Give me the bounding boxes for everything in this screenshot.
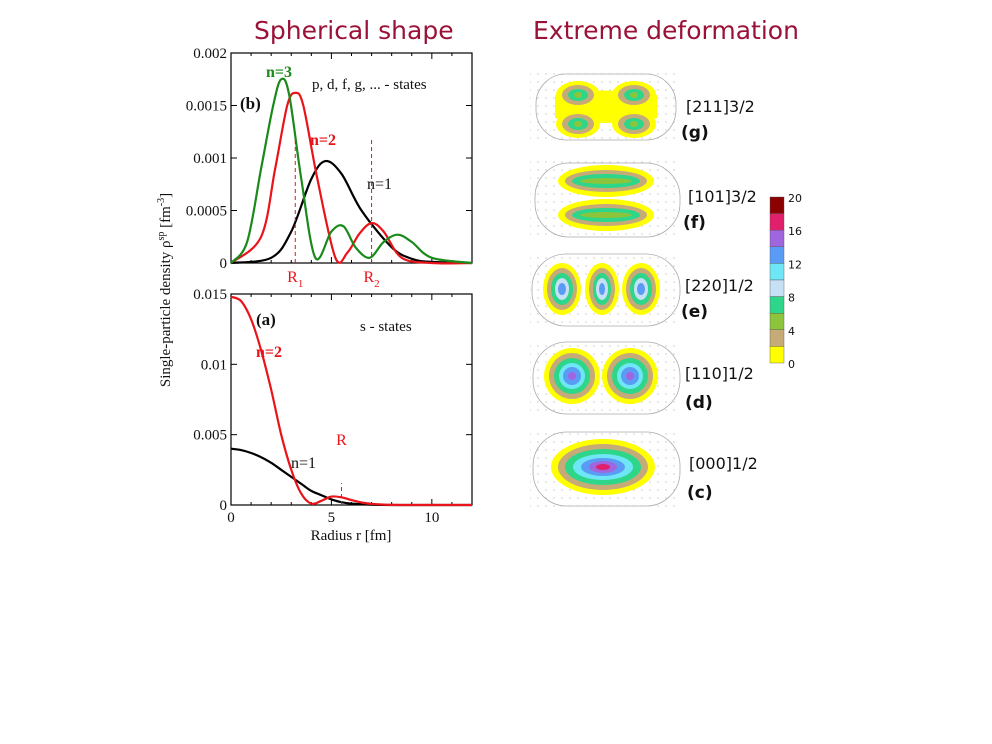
- legend-b-n2: n=2: [310, 132, 336, 149]
- y-axis-label: Single-particle density ρsp [fm-3]: [156, 193, 174, 387]
- chart-panel-a: 0 0.005 0.01 0.015 0 5 10 R (a) s - states n=2…: [193, 287, 473, 526]
- a-xtick-label: 10: [424, 510, 439, 526]
- orbital-tag-g: (g): [681, 123, 709, 143]
- heading-extreme-deformation: Extreme deformation: [533, 16, 799, 45]
- b-series-n2: [230, 91, 473, 265]
- a-xtick-label: 5: [328, 510, 336, 526]
- orbital-map-220-1-2: [530, 252, 681, 328]
- panel-b-annotation: p, d, f, g, ... - states: [312, 77, 427, 93]
- orbital-tag-e: (e): [681, 302, 709, 322]
- colorbar-segment: [769, 196, 785, 214]
- colorbar-segment: [769, 313, 785, 331]
- orbital-label-d: [110]1/2: [685, 364, 754, 383]
- colorbar-segment: [769, 213, 785, 231]
- heading-spherical-shape: Spherical shape: [254, 16, 454, 45]
- b-ytick-label: 0.002: [193, 46, 227, 62]
- orbital-label-c: [000]1/2: [689, 454, 758, 473]
- colorbar-tick-label: 12: [788, 258, 802, 271]
- b-series-n1: [230, 159, 473, 265]
- b-ytick-label: 0.001: [193, 151, 227, 167]
- colorbar: 20 16 12 8 4 0: [769, 192, 802, 371]
- a-ytick-label: 0.01: [201, 357, 227, 373]
- orbital-label-f: [101]3/2: [688, 187, 757, 206]
- orbital-tag-d: (d): [685, 393, 713, 413]
- a-marker-label: R: [336, 432, 347, 449]
- colorbar-segment: [769, 229, 785, 247]
- a-series-n2: [230, 295, 472, 507]
- legend-a-n1: n=1: [291, 455, 316, 472]
- colorbar-tick-label: 8: [788, 292, 795, 305]
- chart-panel-b: 0 0.0005 0.001 0.0015 0.002 R1 R2 (b) p, d, f…: [186, 46, 473, 290]
- colorbar-segment: [769, 263, 785, 281]
- colorbar-tick-label: 20: [788, 192, 802, 205]
- orbital-tag-f: (f): [683, 213, 706, 233]
- orbital-label-e: [220]1/2: [685, 276, 754, 295]
- panel-a-annotation: s - states: [360, 319, 412, 335]
- colorbar-tick-label: 0: [788, 358, 795, 371]
- a-ytick-label: 0: [220, 498, 228, 514]
- panel-b-label: (b): [240, 94, 261, 113]
- legend-b-n3: n=3: [266, 64, 292, 81]
- a-ytick-label: 0.005: [193, 428, 227, 444]
- b-ytick-label: 0.0005: [186, 204, 227, 220]
- b-series-n3: [230, 77, 473, 265]
- colorbar-tick-label: 16: [788, 225, 802, 238]
- orbital-map-101-3-2: [530, 160, 681, 240]
- colorbar-segment: [769, 246, 785, 264]
- colorbar-segment: [769, 329, 785, 347]
- orbital-map-110-1-2: [530, 340, 681, 416]
- orbital-map-211-3-2: [530, 70, 680, 142]
- b-marker-label: R2: [363, 269, 379, 290]
- x-axis-label: Radius r [fm]: [311, 528, 392, 544]
- panel-a-label: (a): [256, 310, 276, 329]
- a-series-n1: [230, 447, 472, 507]
- colorbar-segment: [769, 279, 785, 297]
- orbital-map-000-1-2: [530, 430, 681, 510]
- b-marker-label: R1: [287, 269, 303, 290]
- b-ytick-label: 0.0015: [186, 99, 227, 115]
- colorbar-tick-label: 4: [788, 325, 795, 338]
- b-ytick-label: 0: [220, 256, 228, 272]
- legend-b-n1: n=1: [367, 176, 392, 193]
- orbital-label-g: [211]3/2: [686, 97, 755, 116]
- a-xtick-label: 0: [227, 510, 235, 526]
- orbital-tag-c: (c): [687, 483, 713, 503]
- colorbar-segment: [769, 296, 785, 314]
- a-ytick-label: 0.015: [193, 287, 227, 303]
- colorbar-segment: [769, 346, 785, 364]
- legend-a-n2: n=2: [256, 344, 282, 361]
